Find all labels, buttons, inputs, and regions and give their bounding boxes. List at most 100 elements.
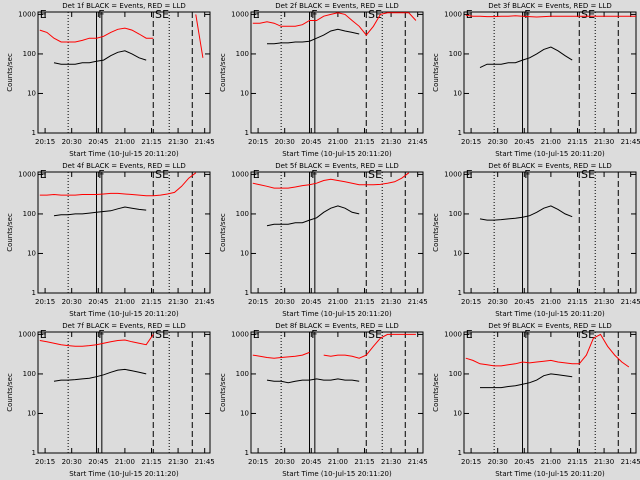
x-tick-label: 21:00 — [115, 298, 135, 306]
x-tick-label: 21:30 — [594, 138, 614, 146]
interval-label: F — [98, 8, 104, 21]
y-tick-label: 1000 — [18, 170, 36, 178]
panel: Det 3f BLACK = Events, RED = LLD Start Ti… — [432, 2, 640, 158]
interval-label: F — [524, 168, 530, 181]
x-axis-label: Start Time (10-Jul-15 20:11:20) — [282, 310, 392, 318]
chart-title: Det 7f BLACK = Events, RED = LLD — [62, 322, 185, 330]
x-tick-label: 20:15 — [35, 298, 55, 306]
y-axis-label: Counts/sec — [219, 213, 227, 252]
y-tick-label: 100 — [449, 210, 462, 218]
panel: Det 1f BLACK = Events, RED = LLD Start Ti… — [6, 2, 215, 158]
interval-label: S — [155, 328, 162, 341]
chart-title: Det 1f BLACK = Events, RED = LLD — [62, 2, 185, 10]
interval-label: E — [40, 168, 47, 181]
interval-label: E — [40, 8, 47, 21]
y-axis-label: Counts/sec — [6, 373, 14, 412]
x-tick-label: 21:15 — [141, 458, 161, 466]
y-tick-label: 10 — [27, 249, 36, 257]
x-tick-label: 21:15 — [141, 298, 161, 306]
x-tick-label: 21:00 — [115, 138, 135, 146]
interval-label: E — [375, 168, 382, 181]
panel: Det 9f BLACK = Events, RED = LLD Start Ti… — [432, 322, 640, 478]
interval-label: E — [253, 168, 260, 181]
x-axis-label: Start Time (10-Jul-15 20:11:20) — [495, 470, 605, 478]
x-tick-label: 20:45 — [301, 458, 321, 466]
x-tick-label: 20:45 — [88, 458, 108, 466]
y-tick-label: 10 — [240, 89, 249, 97]
interval-label: F — [311, 8, 317, 21]
panel: Det 2f BLACK = Events, RED = LLD Start Ti… — [219, 2, 428, 158]
x-tick-label: 21:45 — [408, 138, 428, 146]
x-tick-label: 20:30 — [488, 138, 508, 146]
series-line — [480, 373, 573, 389]
y-tick-label: 1 — [32, 449, 36, 457]
y-axis-label: Counts/sec — [6, 53, 14, 92]
x-tick-label: 21:30 — [168, 458, 188, 466]
x-tick-label: 21:45 — [195, 298, 215, 306]
series-line — [267, 28, 360, 45]
interval-label: F — [311, 328, 317, 341]
interval-label: E — [588, 168, 595, 181]
y-axis-label: Counts/sec — [219, 373, 227, 412]
x-tick-label: 21:30 — [594, 298, 614, 306]
y-tick-label: 1000 — [444, 170, 462, 178]
x-axis-label: Start Time (10-Jul-15 20:11:20) — [69, 150, 179, 158]
interval-label: E — [375, 328, 382, 341]
plot-frame — [37, 331, 211, 454]
interval-label: E — [253, 8, 260, 21]
x-tick-label: 20:15 — [248, 298, 268, 306]
x-tick-label: 21:00 — [328, 298, 348, 306]
plot-frame — [463, 331, 637, 454]
x-tick-label: 21:00 — [541, 458, 561, 466]
x-tick-label: 21:15 — [141, 138, 161, 146]
x-tick-label: 21:00 — [115, 458, 135, 466]
x-tick-label: 20:30 — [275, 298, 295, 306]
x-axis-label: Start Time (10-Jul-15 20:11:20) — [282, 470, 392, 478]
y-tick-label: 10 — [240, 249, 249, 257]
x-tick-label: 20:15 — [461, 298, 481, 306]
x-tick-label: 20:45 — [301, 138, 321, 146]
x-tick-label: 21:15 — [567, 138, 587, 146]
interval-label: S — [368, 168, 375, 181]
plot-frame — [463, 11, 637, 134]
x-tick-label: 21:30 — [381, 298, 401, 306]
series-line — [252, 333, 416, 359]
y-tick-label: 100 — [23, 50, 36, 58]
y-axis-label: Counts/sec — [432, 53, 440, 92]
x-tick-label: 21:45 — [621, 298, 640, 306]
interval-label: S — [581, 8, 588, 21]
x-tick-label: 21:45 — [408, 458, 428, 466]
y-tick-label: 10 — [453, 249, 462, 257]
plot-frame — [250, 11, 424, 134]
plot-frame — [250, 331, 424, 454]
interval-label: S — [155, 8, 162, 21]
plot-frame — [37, 11, 211, 134]
interval-label: F — [311, 168, 317, 181]
panel: Det 5f BLACK = Events, RED = LLD Start Ti… — [219, 162, 428, 318]
chart-title: Det 5f BLACK = Events, RED = LLD — [275, 162, 398, 170]
x-tick-label: 21:15 — [567, 298, 587, 306]
y-tick-label: 1 — [458, 129, 462, 137]
y-tick-label: 100 — [449, 370, 462, 378]
interval-label: E — [162, 328, 169, 341]
interval-label: E — [253, 328, 260, 341]
interval-label: S — [581, 328, 588, 341]
series-line — [53, 368, 147, 382]
y-tick-label: 10 — [27, 409, 36, 417]
x-tick-label: 20:30 — [62, 138, 82, 146]
series-line — [39, 14, 204, 58]
series-line — [252, 172, 410, 189]
interval-label: S — [581, 168, 588, 181]
y-tick-label: 10 — [27, 89, 36, 97]
y-tick-label: 1000 — [231, 330, 249, 338]
x-axis-label: Start Time (10-Jul-15 20:11:20) — [69, 470, 179, 478]
interval-label: E — [466, 8, 473, 21]
series-line — [479, 205, 573, 221]
series-line — [252, 12, 417, 36]
y-tick-label: 1000 — [18, 10, 36, 18]
x-tick-label: 20:45 — [514, 138, 534, 146]
x-tick-label: 20:45 — [88, 298, 108, 306]
x-tick-label: 20:45 — [514, 298, 534, 306]
interval-label: F — [98, 328, 104, 341]
series-line — [266, 378, 360, 384]
